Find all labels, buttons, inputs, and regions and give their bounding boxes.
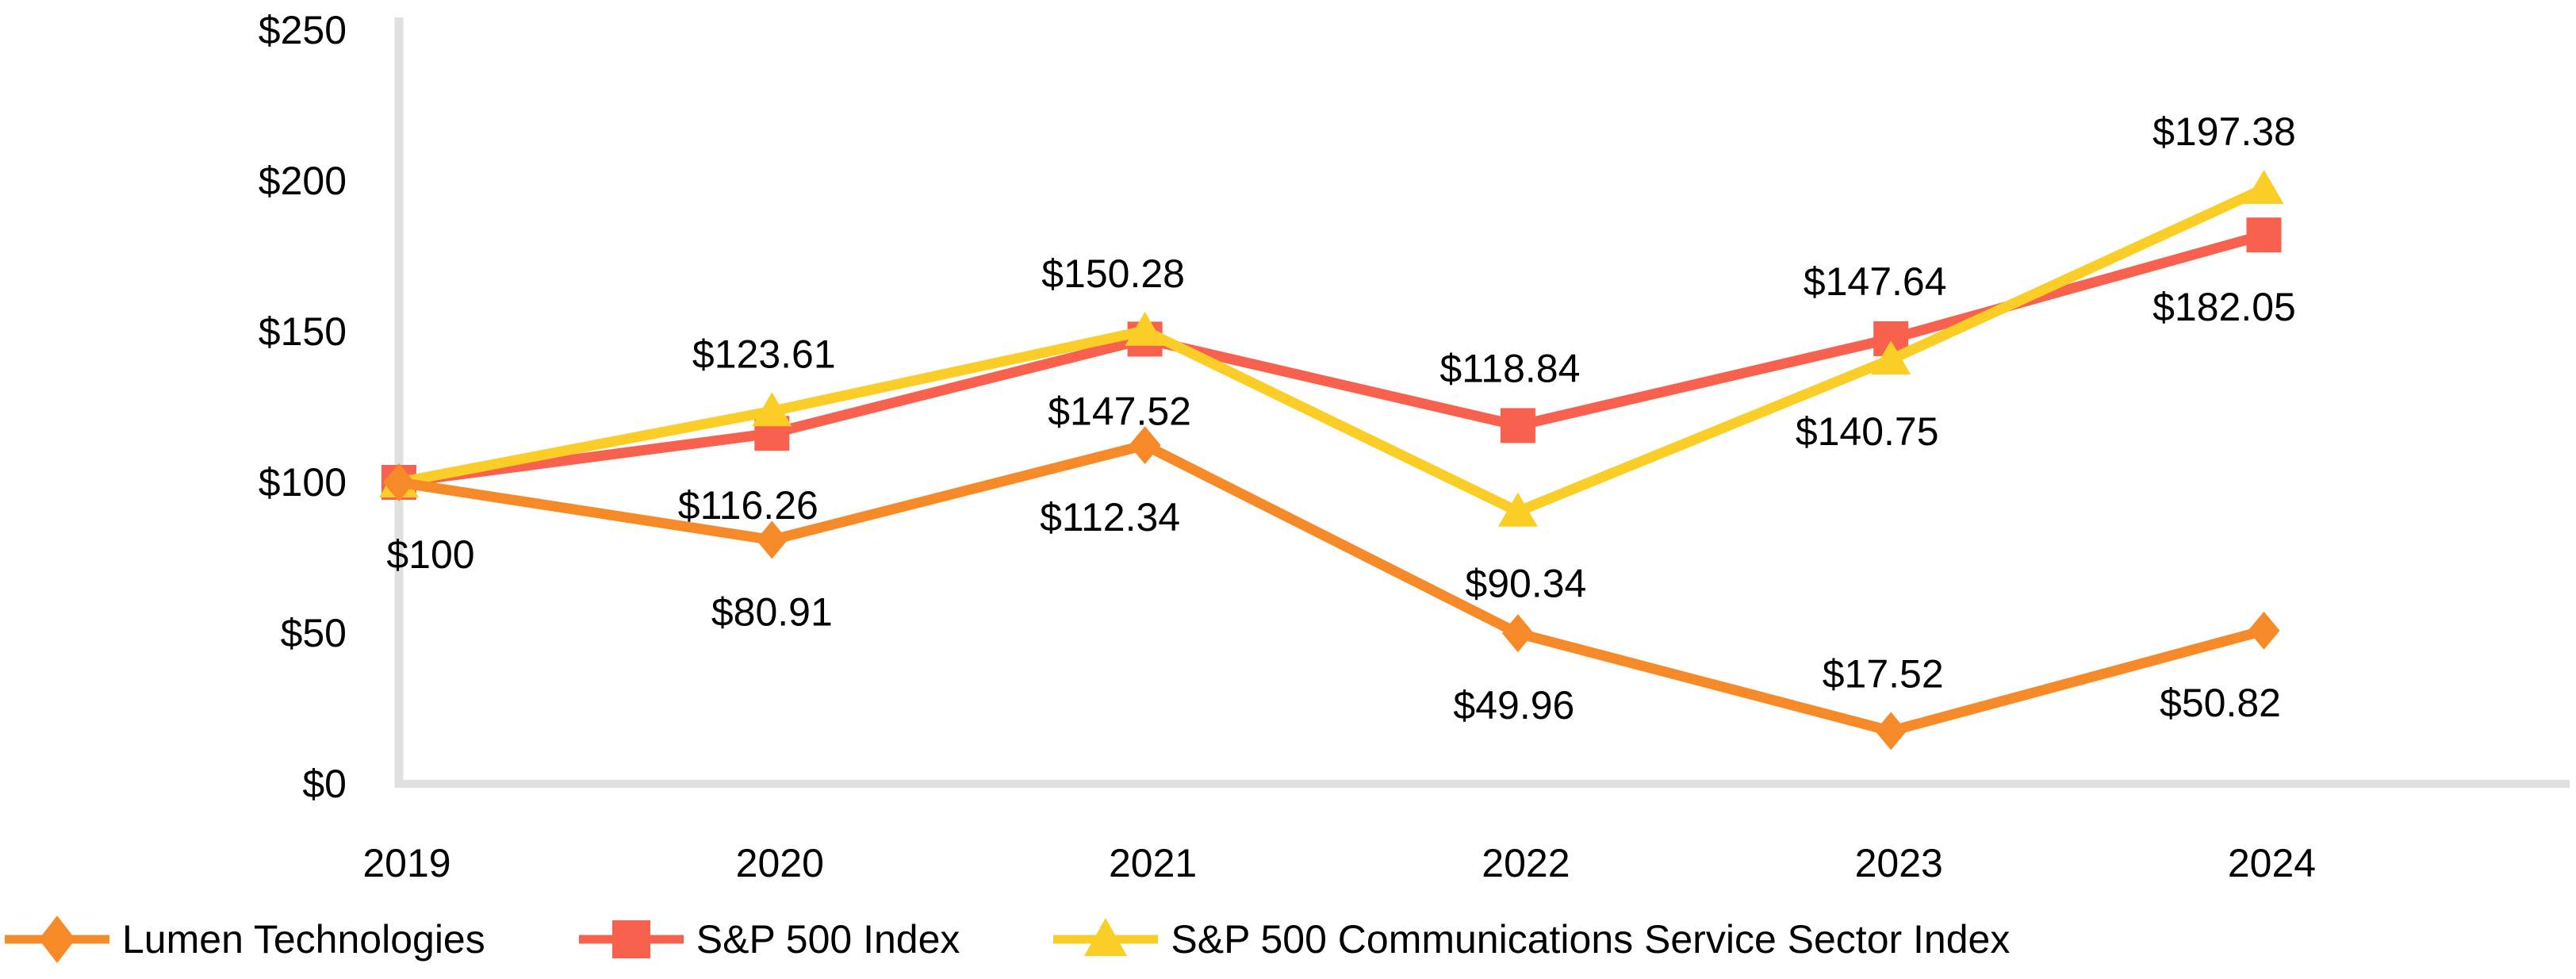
x-tick-label: 2019: [362, 841, 450, 885]
data-label: $116.26: [678, 483, 818, 528]
data-label: $197.38: [2152, 109, 2296, 154]
series-line-s-p-500-index: [393, 229, 2269, 488]
diamond-marker-2024: [2248, 611, 2280, 650]
triangle-marker-2021: [1125, 311, 1165, 346]
data-label: $17.52: [1823, 651, 1944, 696]
square-marker-icon: [578, 920, 684, 958]
diamond-marker-2020: [756, 520, 788, 559]
data-label: $123.61: [692, 332, 836, 376]
data-label: $118.84: [1439, 346, 1580, 390]
data-label: $90.34: [1465, 562, 1586, 606]
data-label: $50.82: [2160, 681, 2281, 725]
legend-label: S&P 500 Index: [696, 917, 960, 962]
y-tick-label: $200: [259, 159, 347, 203]
legend-item-lumen-technologies: Lumen Technologies: [5, 913, 485, 966]
data-label: $182.05: [2152, 285, 2296, 329]
data-label: $49.96: [1453, 683, 1574, 728]
legend-item-sp500-index: S&P 500 Index: [578, 913, 960, 966]
data-label: $140.75: [1796, 409, 1939, 454]
diamond-marker-icon: [5, 916, 109, 963]
triangle-icon: [1084, 918, 1128, 956]
triangle-marker-2022: [1497, 492, 1538, 527]
x-tick-label: 2020: [736, 841, 824, 885]
chart-legend: Lumen Technologies S&P 500 Index S&P 500…: [5, 900, 2010, 979]
data-label: $80.91: [711, 590, 833, 635]
x-tick-label: 2023: [1855, 841, 1943, 885]
legend-label: S&P 500 Communications Service Sector In…: [1171, 917, 2011, 962]
square-marker-2024: [2246, 217, 2282, 253]
data-label: $100: [386, 532, 474, 577]
diamond-marker-2022: [1501, 614, 1534, 653]
y-tick-label: $0: [302, 762, 347, 806]
x-tick-label: 2021: [1109, 841, 1197, 885]
x-tick-label: 2022: [1482, 841, 1570, 885]
y-tick-label: $100: [259, 460, 347, 505]
diamond-marker-2019: [383, 463, 415, 501]
legend-item-sp500-communications-sector: S&P 500 Communications Service Sector In…: [1053, 913, 2010, 966]
y-tick-label: $250: [259, 8, 347, 52]
series-line-s-p-500-communications-service-sector-index: [393, 183, 2269, 517]
data-label: $147.52: [1048, 389, 1191, 433]
data-label: $112.34: [1040, 495, 1180, 539]
triangle-marker-2020: [752, 392, 792, 427]
series-line-lumen-technologies: [393, 440, 2269, 736]
triangle-marker-2024: [2244, 169, 2284, 204]
data-label: $147.64: [1804, 259, 1947, 304]
y-tick-label: $50: [281, 611, 347, 655]
x-tick-label: 2024: [2228, 841, 2316, 885]
diamond-marker-2023: [1875, 712, 1907, 751]
chart-plot-area: $0 $50 $100 $150 $200 $250 2019 2020 2021 2022 202…: [259, 8, 2570, 885]
triangle-marker-2023: [1871, 340, 1911, 375]
triangle-marker-icon: [1053, 918, 1159, 956]
legend-label: Lumen Technologies: [122, 917, 485, 962]
y-tick-label: $150: [259, 309, 347, 354]
square-marker-2022: [1500, 408, 1535, 443]
diamond-marker-2021: [1129, 426, 1161, 465]
square-icon: [611, 920, 650, 958]
diamond-icon: [39, 916, 75, 963]
data-label: $150.28: [1041, 251, 1185, 296]
